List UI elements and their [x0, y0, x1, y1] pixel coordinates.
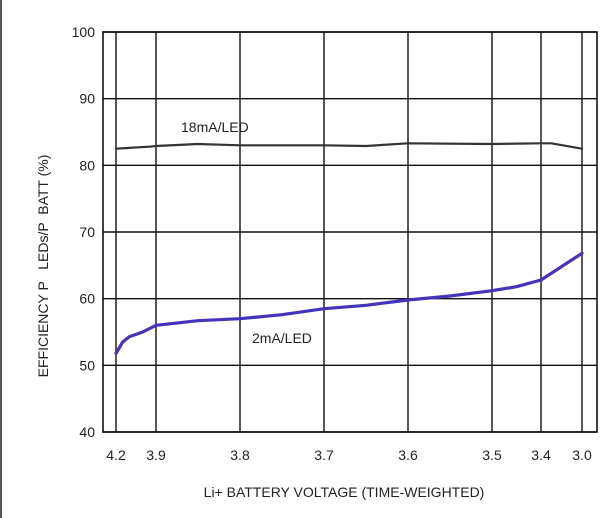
y-tick-label: 70: [79, 224, 95, 240]
series-labels: 18mA/LED 2mA/LED: [181, 119, 312, 346]
x-tick-label: 3.0: [572, 447, 592, 463]
x-tick-label: 3.8: [230, 447, 250, 463]
x-tick-label: 3.5: [482, 447, 502, 463]
y-tick-label: 80: [79, 157, 95, 173]
x-tick-label: 4.2: [106, 447, 126, 463]
series-line-2ma: [114, 251, 584, 355]
y-axis-title: EFFICIENCY P LEDs/P BATT (%): [35, 155, 51, 378]
x-axis-title: Li+ BATTERY VOLTAGE (TIME-WEIGHTED): [204, 484, 485, 500]
y-tick-label: 60: [79, 291, 95, 307]
x-tick-label: 3.6: [398, 447, 418, 463]
x-tick-label: 3.9: [146, 447, 166, 463]
x-tick-label: 3.7: [314, 447, 334, 463]
y-tick-label: 90: [79, 91, 95, 107]
grid: [102, 31, 598, 433]
series-label-2ma: 2mA/LED: [252, 330, 312, 346]
series-label-18ma: 18mA/LED: [181, 119, 249, 135]
y-tick-labels: 40 50 60 70 80 90 100: [72, 24, 96, 440]
series-layer: [114, 142, 584, 355]
y-tick-label: 40: [79, 424, 95, 440]
x-tick-label: 3.4: [531, 447, 551, 463]
y-tick-label: 50: [79, 357, 95, 373]
series-line-18ma: [114, 142, 584, 150]
x-tick-labels: 4.2 3.9 3.8 3.7 3.6 3.5 3.4 3.0: [106, 447, 592, 463]
y-tick-label: 100: [72, 24, 96, 40]
